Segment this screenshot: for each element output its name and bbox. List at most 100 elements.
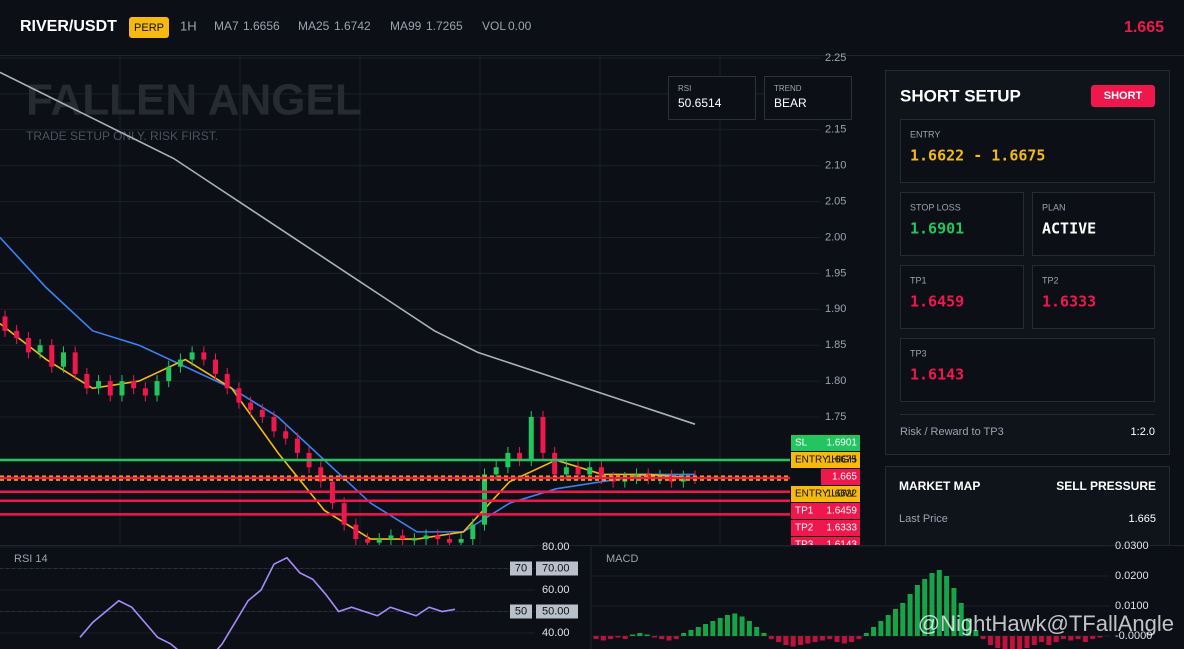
ma25-label: MA25 xyxy=(298,19,330,33)
macd-bar xyxy=(1002,636,1008,649)
candle xyxy=(166,366,172,382)
ma7-value: 1.6656 xyxy=(243,19,280,33)
rsi-level-label: 70 xyxy=(515,562,527,574)
macd-bar xyxy=(1024,636,1030,648)
last-price-label: Last Price xyxy=(899,513,948,525)
rsi-level-label: 50 xyxy=(515,605,527,617)
macd-bar xyxy=(834,636,840,642)
candle xyxy=(540,417,546,453)
candle xyxy=(458,539,464,543)
level-tag-bg xyxy=(791,452,860,468)
macd-bar xyxy=(1075,636,1081,639)
candle xyxy=(119,381,125,396)
candle xyxy=(2,316,8,331)
macd-bar xyxy=(746,621,752,636)
macd-bar xyxy=(703,624,709,636)
candle xyxy=(236,388,242,403)
level-value: 1.6901 xyxy=(826,438,857,449)
macd-bar xyxy=(673,636,679,639)
macd-bar xyxy=(914,585,920,636)
macd-bar xyxy=(630,634,636,636)
price-tick-label: 2.10 xyxy=(825,160,846,172)
card-value: 1.6143 xyxy=(910,366,964,384)
candle xyxy=(177,359,183,367)
card-label: STOP LOSS xyxy=(910,202,961,212)
candle xyxy=(446,539,452,543)
candle xyxy=(60,352,66,367)
macd-bar xyxy=(892,609,898,636)
watermark-subtitle: TRADE SETUP ONLY. RISK FIRST. xyxy=(26,129,218,143)
macd-bar xyxy=(1009,636,1015,649)
card-label: PLAN xyxy=(1042,202,1066,212)
ma-line xyxy=(0,71,696,425)
macd-panel-title: MACD xyxy=(606,553,638,565)
macd-bar xyxy=(871,627,877,636)
macd-tick-label: -0.0000 xyxy=(1115,630,1152,642)
level-name: ENTRY LOW xyxy=(795,489,855,500)
macd-bar xyxy=(608,636,614,639)
macd-bar xyxy=(593,636,599,639)
chart-grid: 2.252.202.152.102.052.001.951.901.851.80… xyxy=(0,52,846,545)
macd-tick-label: 0.0200 xyxy=(1115,570,1149,582)
candle xyxy=(365,539,371,543)
macd-bar xyxy=(1017,636,1023,649)
macd-bar xyxy=(863,633,869,636)
cards: ENTRY 1.6622 - 1.6675 STOP LOSS 1.6901 PLAN A… xyxy=(900,119,1155,402)
candle xyxy=(610,478,616,482)
rsi-level-bg xyxy=(510,604,532,619)
macd-bar xyxy=(615,636,621,638)
level-value: 1.6675 xyxy=(826,455,857,466)
price-tick-label: 1.95 xyxy=(825,267,846,279)
ma-line xyxy=(0,236,695,533)
candle xyxy=(248,402,254,410)
macd-bar xyxy=(768,636,774,639)
macd-bar xyxy=(732,613,738,636)
macd-bar xyxy=(1068,636,1074,641)
macd-bar xyxy=(849,636,855,642)
price-tick-label: 1.90 xyxy=(825,303,846,315)
last-price: 1.665 xyxy=(1124,19,1164,36)
macd-bar xyxy=(922,579,928,636)
macd-bar xyxy=(1039,636,1045,642)
macd-bar xyxy=(951,588,957,636)
candle xyxy=(271,417,277,432)
candle xyxy=(318,467,324,482)
level-name: ENTRY HIGH xyxy=(795,455,856,466)
macd-bar xyxy=(783,636,789,645)
macd-bar xyxy=(666,636,672,641)
candle xyxy=(517,452,523,461)
macd-bar xyxy=(1060,636,1066,639)
candle xyxy=(189,352,195,360)
rsi-box xyxy=(668,76,756,120)
vol-value: 0.00 xyxy=(508,19,532,33)
macd-bar xyxy=(754,627,760,636)
macd-bar xyxy=(622,636,628,639)
level-tag-bg xyxy=(791,486,860,502)
macd-bar xyxy=(805,636,811,644)
macd-bar xyxy=(900,603,906,636)
candle xyxy=(96,381,102,389)
candle xyxy=(213,359,219,374)
candle xyxy=(411,539,417,541)
macd-bar xyxy=(1031,636,1037,645)
candle xyxy=(353,524,359,540)
macd-bar xyxy=(1082,636,1088,642)
price-tick-label: 2.25 xyxy=(825,52,846,64)
card-value: 1.6333 xyxy=(1042,293,1096,311)
perp-badge xyxy=(129,17,169,38)
level-tag-bg xyxy=(791,537,860,545)
timeframe: 1H xyxy=(180,18,197,33)
rsi-tick-label: 80.00 xyxy=(542,541,570,553)
candle xyxy=(388,535,394,540)
candle xyxy=(154,381,160,396)
trend-box xyxy=(764,76,852,120)
candle xyxy=(37,345,43,353)
candle xyxy=(552,452,558,475)
ma25-value: 1.6742 xyxy=(334,19,371,33)
macd-bar xyxy=(651,636,657,638)
level-name: TP2 xyxy=(795,523,814,534)
perp-label: PERP xyxy=(134,22,164,34)
candle xyxy=(14,330,20,339)
card-label: TP3 xyxy=(910,348,927,358)
